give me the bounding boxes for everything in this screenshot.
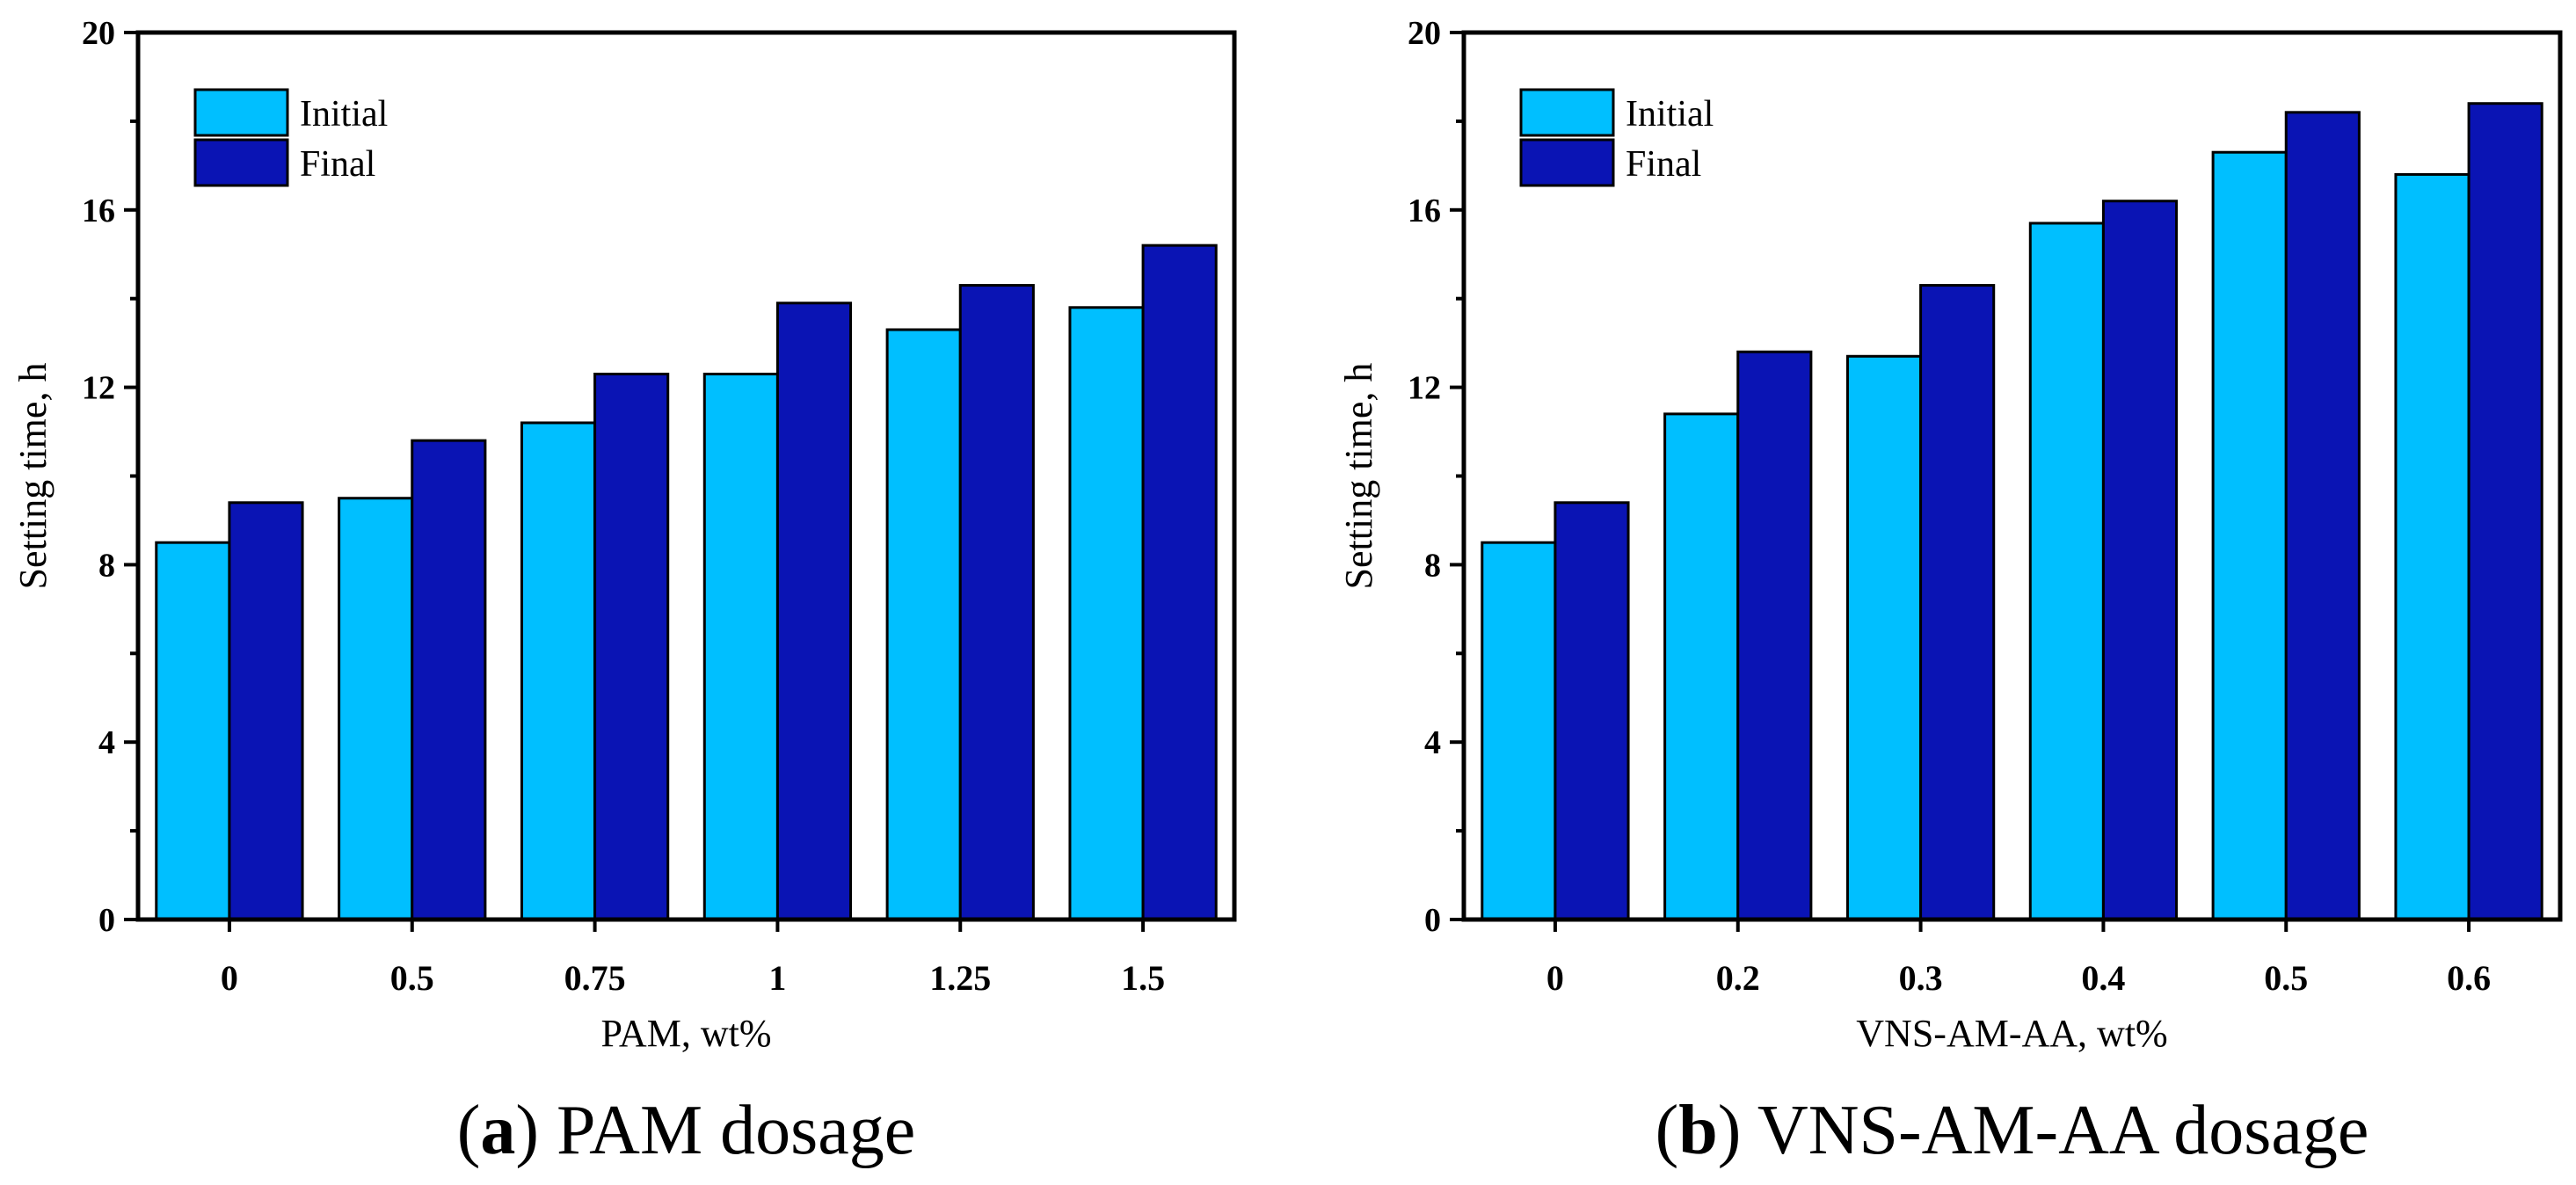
legend-label-final: Final [1626, 144, 1701, 185]
bar-final-1 [775, 302, 853, 921]
bar-initial-0 [155, 541, 231, 921]
x-tick-label: 1 [768, 958, 786, 998]
x-tick-label: 0.5 [390, 958, 434, 998]
bar-final-0.2 [1736, 350, 1813, 921]
bar-final-0.5 [2284, 111, 2361, 921]
y-tick-label: 20 [82, 15, 115, 52]
x-tick-label: 0.5 [2264, 958, 2308, 998]
x-tick-label: 0.4 [2081, 958, 2125, 998]
legend-swatch-initial [193, 88, 289, 137]
x-tick-label: 1.5 [1121, 958, 1165, 998]
bar-initial-0.2 [1663, 412, 1740, 921]
bar-final-1.5 [1141, 244, 1218, 921]
x-tick-label: 0 [221, 958, 238, 998]
x-tick-label: 0.3 [1899, 958, 1943, 998]
y-tick-label: 4 [1424, 724, 1441, 761]
bar-initial-1.5 [1068, 306, 1145, 921]
bar-initial-0.5 [2211, 150, 2288, 921]
x-axis-label: VNS-AM-AA, wt% [1856, 1012, 2167, 1055]
bar-final-0 [1554, 501, 1630, 921]
y-tick-label: 16 [82, 193, 115, 229]
x-tick-label: 0.75 [564, 958, 626, 998]
bar-final-0.3 [1919, 284, 1996, 921]
bar-final-0.6 [2467, 102, 2543, 921]
x-tick-label: 0 [1546, 958, 1564, 998]
bar-final-0 [228, 501, 304, 921]
bar-initial-0.5 [338, 497, 414, 921]
bar-final-1.25 [958, 284, 1035, 921]
y-tick-label: 16 [1408, 193, 1441, 229]
y-tick-label: 8 [98, 547, 115, 584]
bar-initial-1.25 [885, 328, 962, 921]
bar-initial-0.3 [1845, 354, 1923, 921]
bar-initial-0.6 [2394, 172, 2470, 921]
legend-swatch-initial [1519, 88, 1615, 137]
chart-panel-a: 0 4 8 12 16 20 0 0.5 0.75 1 1.25 1.5 PAM, wt% Setting… [11, 15, 1237, 1169]
y-tick-label: 12 [82, 370, 115, 407]
bar-initial-1 [702, 372, 779, 921]
y-axis-label: Setting time, h [1337, 363, 1380, 590]
y-tick-label: 8 [1424, 547, 1441, 584]
x-axis-label: PAM, wt% [601, 1012, 772, 1055]
bar-final-0.5 [411, 439, 487, 921]
bar-initial-0 [1481, 541, 1557, 921]
legend-swatch-final [1519, 138, 1615, 187]
panel-caption: (a) PAM dosage [457, 1092, 915, 1169]
x-tick-label: 0.6 [2447, 958, 2491, 998]
panel-caption: (b) VNS-AM-AA dosage [1655, 1092, 2369, 1169]
legend-swatch-final [193, 138, 289, 187]
bar-initial-0.4 [2028, 222, 2105, 921]
x-tick-label: 0.2 [1716, 958, 1760, 998]
bar-final-0.4 [2101, 200, 2179, 921]
legend-label-final: Final [300, 144, 375, 185]
legend-label-initial: Initial [300, 94, 388, 134]
bar-final-0.75 [593, 372, 670, 921]
y-axis-label: Setting time, h [11, 363, 55, 590]
y-tick-label: 0 [1424, 902, 1441, 939]
y-tick-label: 12 [1408, 370, 1441, 407]
chart-panel-b: 0 4 8 12 16 20 0 0.2 0.3 0.4 0.5 0.6 VNS-AM-AA, wt% S… [1337, 15, 2563, 1169]
x-tick-label: 1.25 [929, 958, 991, 998]
bar-initial-0.75 [520, 421, 597, 921]
y-tick-label: 0 [98, 902, 115, 939]
y-tick-label: 20 [1408, 15, 1441, 52]
legend-label-initial: Initial [1626, 94, 1714, 134]
y-tick-label: 4 [98, 724, 115, 761]
